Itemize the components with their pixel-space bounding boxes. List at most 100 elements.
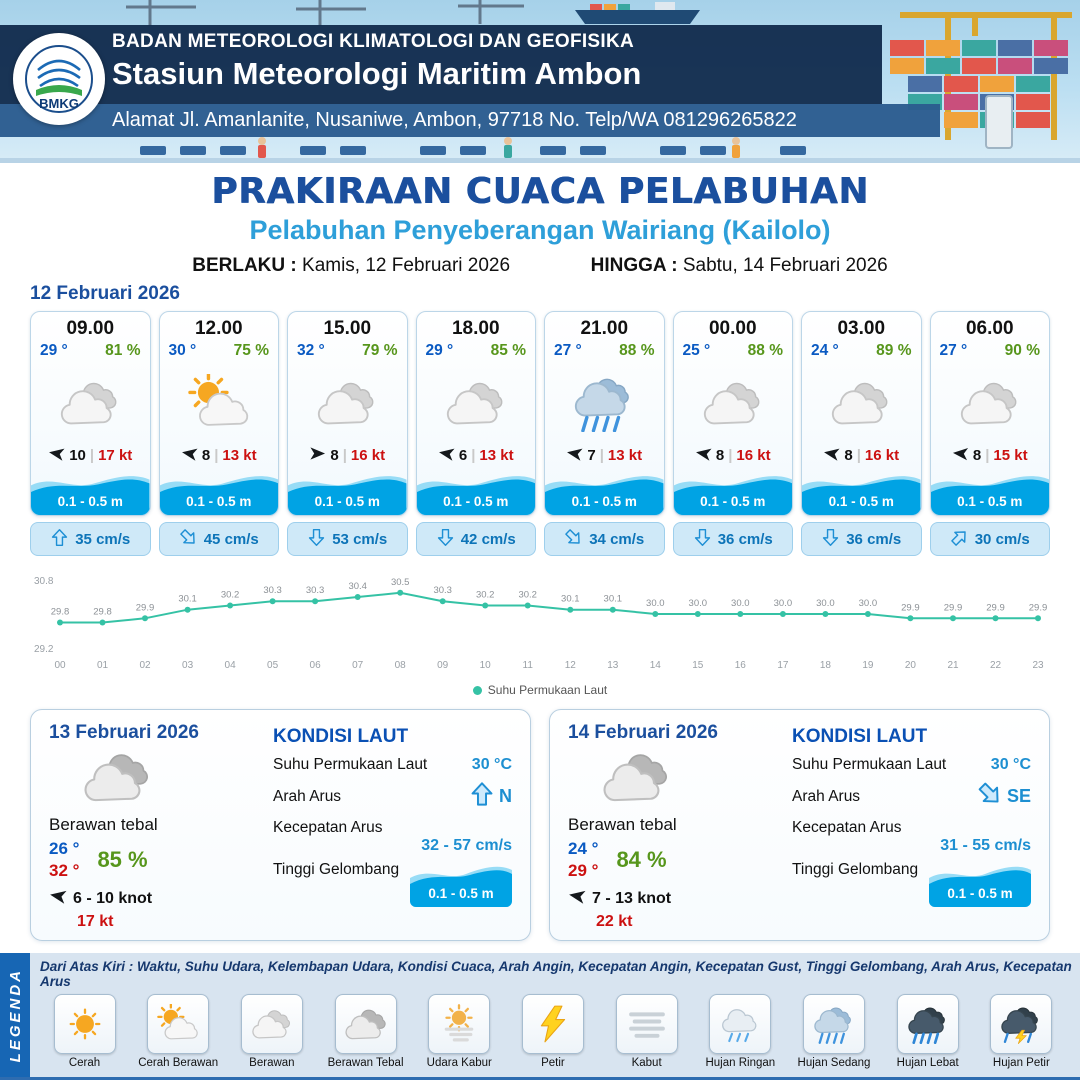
legend-weather-icon bbox=[334, 994, 397, 1054]
divider: | bbox=[214, 447, 219, 464]
wave-height: 0.1 - 0.5 m bbox=[700, 494, 766, 509]
divider: | bbox=[728, 447, 733, 464]
daily-wind-speed: 6 - 10 knot bbox=[73, 889, 153, 907]
wind-direction-icon bbox=[823, 445, 840, 466]
svg-text:29.8: 29.8 bbox=[51, 607, 70, 618]
svg-text:29.9: 29.9 bbox=[944, 602, 963, 613]
org-name: BADAN METEOROLOGI KLIMATOLOGI DAN GEOFIS… bbox=[112, 31, 635, 52]
daily-weather-icon bbox=[75, 746, 261, 813]
current-speed-value: 32 - 57 cm/s bbox=[421, 837, 512, 854]
wind-gust: 15 kt bbox=[993, 447, 1028, 464]
wave-height: 0.1 - 0.5 m bbox=[314, 494, 380, 509]
svg-text:01: 01 bbox=[97, 660, 109, 671]
legend-weather-icon bbox=[615, 994, 678, 1054]
legend-weather-icon bbox=[147, 994, 210, 1054]
air-temperature: 29 ° bbox=[425, 342, 454, 359]
sst-value: 30 °C bbox=[990, 756, 1031, 773]
daily-condition: Berawan tebal bbox=[568, 815, 677, 834]
validity-line: BERLAKU : Kamis, 12 Februari 2026 HINGGA… bbox=[0, 255, 1080, 277]
daily-current-direction-icon bbox=[977, 781, 1003, 812]
bmkg-logo-text: BMKG bbox=[39, 96, 79, 111]
svg-text:23: 23 bbox=[1032, 660, 1044, 671]
header-band bbox=[0, 25, 882, 104]
svg-text:30.3: 30.3 bbox=[433, 585, 452, 596]
wind-speed: 7 bbox=[587, 447, 596, 464]
current-speed-box: 34 cm/s bbox=[544, 522, 665, 556]
forecast-card: 18.00 29 ° 85 % 6 | 13 kt 0.1 - 0.5 m bbox=[415, 311, 536, 556]
current-speed-box: 42 cm/s bbox=[415, 522, 536, 556]
daily-forecast-card: 14 Februari 2026 Berawan tebal 24 ° 29 °… bbox=[549, 709, 1050, 941]
daily-temp-min: 26 ° bbox=[49, 839, 80, 858]
wave-height: 0.1 - 0.5 m bbox=[957, 494, 1023, 509]
wind-row: 8 | 13 kt bbox=[181, 445, 257, 466]
legend-item-label: Berawan Tebal bbox=[327, 1057, 404, 1069]
divider: | bbox=[342, 447, 347, 464]
svg-text:30.0: 30.0 bbox=[689, 598, 708, 609]
wind-gust: 17 kt bbox=[98, 447, 133, 464]
wave-icon bbox=[410, 866, 512, 907]
station-address: Alamat Jl. Amanlanite, Nusaniwe, Ambon, … bbox=[112, 109, 797, 131]
valid-from-label: BERLAKU : bbox=[192, 255, 297, 276]
forecast-time: 21.00 bbox=[580, 318, 629, 339]
svg-text:30.1: 30.1 bbox=[561, 594, 580, 605]
forecast-card: 06.00 27 ° 90 % 8 | 15 kt 0.1 - 0.5 m bbox=[929, 311, 1050, 556]
weather-icon bbox=[51, 360, 129, 445]
sea-condition-column: KONDISI LAUT Suhu Permukaan Laut 30 °C A… bbox=[792, 722, 1031, 930]
svg-text:11: 11 bbox=[523, 660, 534, 671]
daily-current-direction-icon bbox=[469, 781, 495, 812]
valid-from-value: Kamis, 12 Februari 2026 bbox=[302, 255, 511, 276]
bmkg-logo-icon: BMKG bbox=[25, 45, 93, 113]
weather-icon bbox=[180, 360, 258, 445]
forecast-time: 09.00 bbox=[66, 318, 115, 339]
current-speed-label: Kecepatan Arus bbox=[792, 819, 902, 836]
svg-text:09: 09 bbox=[437, 660, 449, 671]
wave-height-band: 0.1 - 0.5 m bbox=[288, 471, 407, 515]
current-speed-value: 31 - 55 cm/s bbox=[940, 837, 1031, 854]
legend-item: Berawan bbox=[225, 994, 318, 1069]
svg-text:30.3: 30.3 bbox=[263, 585, 282, 596]
bmkg-logo: BMKG bbox=[13, 33, 105, 125]
divider: | bbox=[856, 447, 861, 464]
chart-legend-label: Suhu Permukaan Laut bbox=[487, 683, 608, 697]
current-direction-label: Arah Arus bbox=[273, 787, 342, 805]
forecast-card-body: 06.00 27 ° 90 % 8 | 15 kt 0.1 - 0.5 m bbox=[929, 311, 1050, 516]
legend-weather-icon bbox=[990, 994, 1053, 1054]
wave-height-band: 0.1 - 0.5 m bbox=[31, 471, 150, 515]
valid-until-value: Sabtu, 14 Februari 2026 bbox=[682, 255, 888, 276]
legend-item-label: Udara Kabur bbox=[426, 1057, 492, 1069]
wave-height-box: 0.1 - 0.5 m bbox=[929, 861, 1031, 907]
wave-icon bbox=[159, 476, 278, 515]
daily-weather-icon bbox=[594, 746, 780, 813]
legend-item-label: Petir bbox=[541, 1057, 565, 1069]
daily-weather-column: 14 Februari 2026 Berawan tebal 24 ° 29 °… bbox=[568, 722, 780, 930]
current-speed-label: Kecepatan Arus bbox=[273, 819, 383, 836]
wind-direction-icon bbox=[952, 445, 969, 466]
svg-text:29.9: 29.9 bbox=[136, 602, 155, 613]
legend-item: Hujan Ringan bbox=[694, 994, 787, 1069]
air-temperature: 27 ° bbox=[554, 342, 582, 359]
svg-text:29.2: 29.2 bbox=[34, 644, 54, 655]
svg-text:19: 19 bbox=[862, 660, 874, 671]
wave-height: 0.1 - 0.5 m bbox=[186, 494, 252, 509]
daily-wind-gust: 17 kt bbox=[77, 913, 114, 930]
daily-forecast-card: 13 Februari 2026 Berawan tebal 26 ° 32 °… bbox=[30, 709, 531, 941]
current-direction-label: Arah Arus bbox=[792, 787, 861, 805]
current-direction-value: N bbox=[499, 786, 512, 806]
wave-icon bbox=[288, 476, 407, 515]
wind-gust: 16 kt bbox=[350, 447, 386, 464]
forecast-time: 06.00 bbox=[965, 318, 1014, 339]
wind-row: 7 | 13 kt bbox=[566, 445, 642, 466]
wind-gust: 13 kt bbox=[607, 447, 643, 464]
weather-icon bbox=[951, 360, 1029, 445]
wave-height-band: 0.1 - 0.5 m bbox=[416, 471, 535, 515]
svg-text:30.0: 30.0 bbox=[816, 598, 835, 609]
daily-humidity: 84 % bbox=[616, 847, 667, 872]
forecast-card-body: 12.00 30 ° 75 % 8 | 13 kt 0.1 - 0.5 m bbox=[158, 311, 279, 516]
current-speed: 30 cm/s bbox=[974, 530, 1030, 548]
svg-text:29.9: 29.9 bbox=[1029, 602, 1048, 613]
svg-text:17: 17 bbox=[777, 660, 789, 671]
svg-text:06: 06 bbox=[310, 660, 322, 671]
current-speed: 42 cm/s bbox=[460, 530, 516, 548]
wave-height: 0.1 - 0.5 m bbox=[828, 494, 894, 509]
daily-humidity: 85 % bbox=[97, 847, 148, 872]
